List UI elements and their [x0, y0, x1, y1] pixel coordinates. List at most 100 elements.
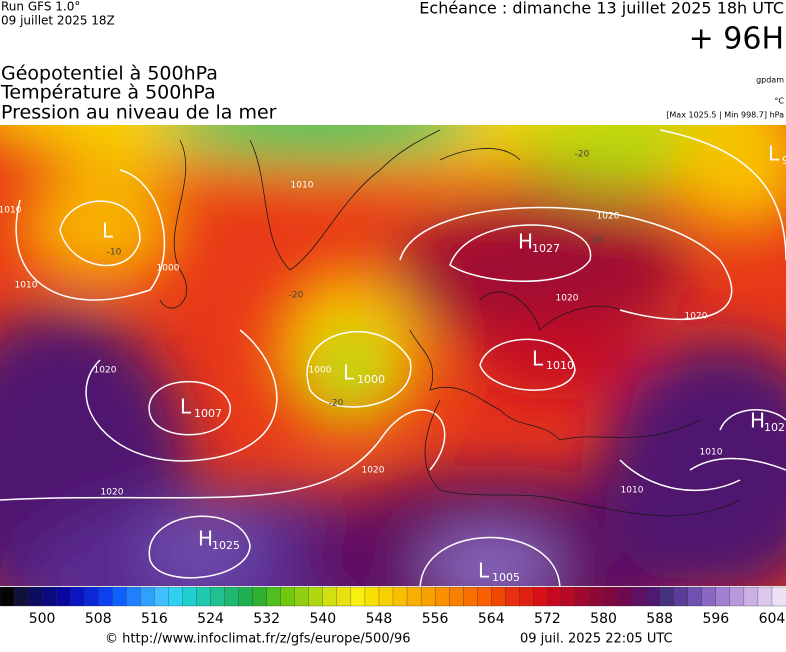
colorbar-swatch — [168, 586, 183, 607]
lead-time: + 96H — [689, 22, 784, 57]
colorbar-swatch — [294, 586, 310, 607]
unit-label: °C — [774, 97, 784, 106]
pressure-center-value: 1025 — [212, 539, 240, 552]
pressure-center-letter: H — [198, 527, 213, 551]
generated-time: 09 juil. 2025 22:05 UTC — [520, 632, 673, 647]
colorbar-swatch — [420, 586, 436, 607]
colorbar-label: 572 — [534, 611, 561, 627]
pressure-center-letter: H — [750, 409, 765, 433]
isobar-label: 1010 — [0, 206, 22, 216]
colorbar-label: 508 — [85, 611, 112, 627]
pressure-center-value: 1007 — [194, 407, 222, 420]
colorbar-label: 588 — [646, 611, 673, 627]
colorbar-swatch — [715, 586, 731, 607]
isobar-label: 1020 — [556, 294, 579, 304]
colorbar-swatch — [561, 586, 576, 607]
coastlines — [159, 129, 741, 517]
field-title: Température à 500hPa — [0, 82, 216, 104]
forecast-time: Echéance : dimanche 13 juillet 2025 18h … — [419, 0, 784, 18]
colorbar-swatch — [70, 586, 85, 607]
colorbar-swatch — [364, 586, 380, 607]
pressure-center-letter: L — [102, 219, 114, 243]
unit-label: gpdam — [756, 76, 784, 85]
colorbar-swatch — [238, 586, 254, 607]
colorbar-swatch — [477, 586, 492, 607]
isobar-label: 1020 — [101, 488, 124, 498]
colorbar-swatch — [280, 586, 296, 607]
colorbar-swatch — [140, 586, 155, 607]
temperature-field — [0, 125, 786, 586]
colorbar-label: 532 — [253, 611, 280, 627]
pressure-center-letter: L — [478, 559, 490, 583]
colorbar-swatch — [673, 586, 689, 607]
colorbar-label: 548 — [366, 611, 393, 627]
field-title: Géopotentiel à 500hPa — [1, 63, 218, 85]
colorbar-swatch — [41, 586, 57, 607]
isobar-label: 1020 — [362, 466, 385, 476]
colorbar-swatch — [631, 586, 647, 607]
map-labels: L1007H1027L1010L1000H1025L1005H1023L99L1… — [0, 142, 786, 585]
pressure-center-value: 1000 — [357, 373, 385, 386]
colorbar-swatch — [743, 586, 759, 607]
colorbar-swatch — [757, 586, 773, 607]
colorbar-label: 524 — [197, 611, 224, 627]
colorbar-swatch — [350, 586, 366, 607]
isobar-label: 1000 — [157, 264, 180, 274]
pressure-center-letter: L — [768, 142, 780, 166]
colorbar-swatch — [463, 586, 478, 607]
colorbar-swatch — [98, 586, 113, 607]
colorbar-swatch — [771, 586, 786, 607]
colorbar-swatch — [434, 586, 450, 607]
colorbar-swatch — [617, 586, 633, 607]
colorbar-swatch — [182, 586, 197, 607]
colorbar-swatch — [519, 586, 534, 607]
isobars — [0, 129, 786, 586]
colorbar-label: 596 — [702, 611, 729, 627]
colorbar-swatch — [112, 586, 127, 607]
isobar-label: 1020 — [597, 212, 620, 222]
field-title: Pression au niveau de la mer — [1, 102, 277, 124]
unit-label: [Max 1025.5 | Min 998.7] hPa — [666, 111, 784, 120]
colorbar-swatch — [126, 586, 141, 607]
colorbar-swatch — [322, 586, 338, 607]
colorbar-swatch — [491, 586, 506, 607]
colorbar-swatch — [13, 586, 29, 607]
map — [0, 125, 786, 586]
colorbar-swatch — [392, 586, 408, 607]
colorbar-swatch — [547, 586, 562, 607]
colorbar-swatch — [575, 586, 590, 607]
colorbar-label: 516 — [141, 611, 168, 627]
colorbar-swatch — [154, 586, 169, 607]
colorbar-swatch — [224, 586, 240, 607]
isotherm-label: -20 — [289, 291, 304, 301]
pressure-center-letter: L — [532, 347, 544, 371]
isobar-label: 1010 — [15, 281, 38, 291]
colorbar-swatch — [603, 586, 619, 607]
colorbar-label: 556 — [422, 611, 449, 627]
isotherm-label: -20 — [575, 150, 590, 160]
colorbar-swatch — [252, 586, 268, 607]
pressure-center-letter: H — [518, 230, 533, 254]
colorbar-label: 580 — [590, 611, 617, 627]
pressure-center-letter: L — [343, 361, 355, 385]
colorbar-swatch — [589, 586, 604, 607]
pressure-center-value: 99 — [782, 154, 786, 167]
colorbar-swatch — [308, 586, 324, 607]
colorbar-swatch — [196, 586, 211, 607]
isobar-label: 1020 — [94, 366, 117, 376]
colorbar-swatch — [406, 586, 422, 607]
colorbar-swatch — [27, 586, 43, 607]
colorbar-swatch — [266, 586, 282, 607]
colorbar-swatch — [533, 586, 548, 607]
isobar-label: 1010 — [700, 448, 723, 458]
colorbar-swatch — [729, 586, 745, 607]
colorbar-swatch — [336, 586, 352, 607]
colorbar-swatch — [659, 586, 675, 607]
colorbar-swatch — [84, 586, 99, 607]
pressure-center-value: 1005 — [492, 571, 520, 584]
colorbar-swatch — [378, 586, 394, 607]
isobar-label: 1010 — [621, 486, 644, 496]
colorbar-swatch — [210, 586, 226, 607]
